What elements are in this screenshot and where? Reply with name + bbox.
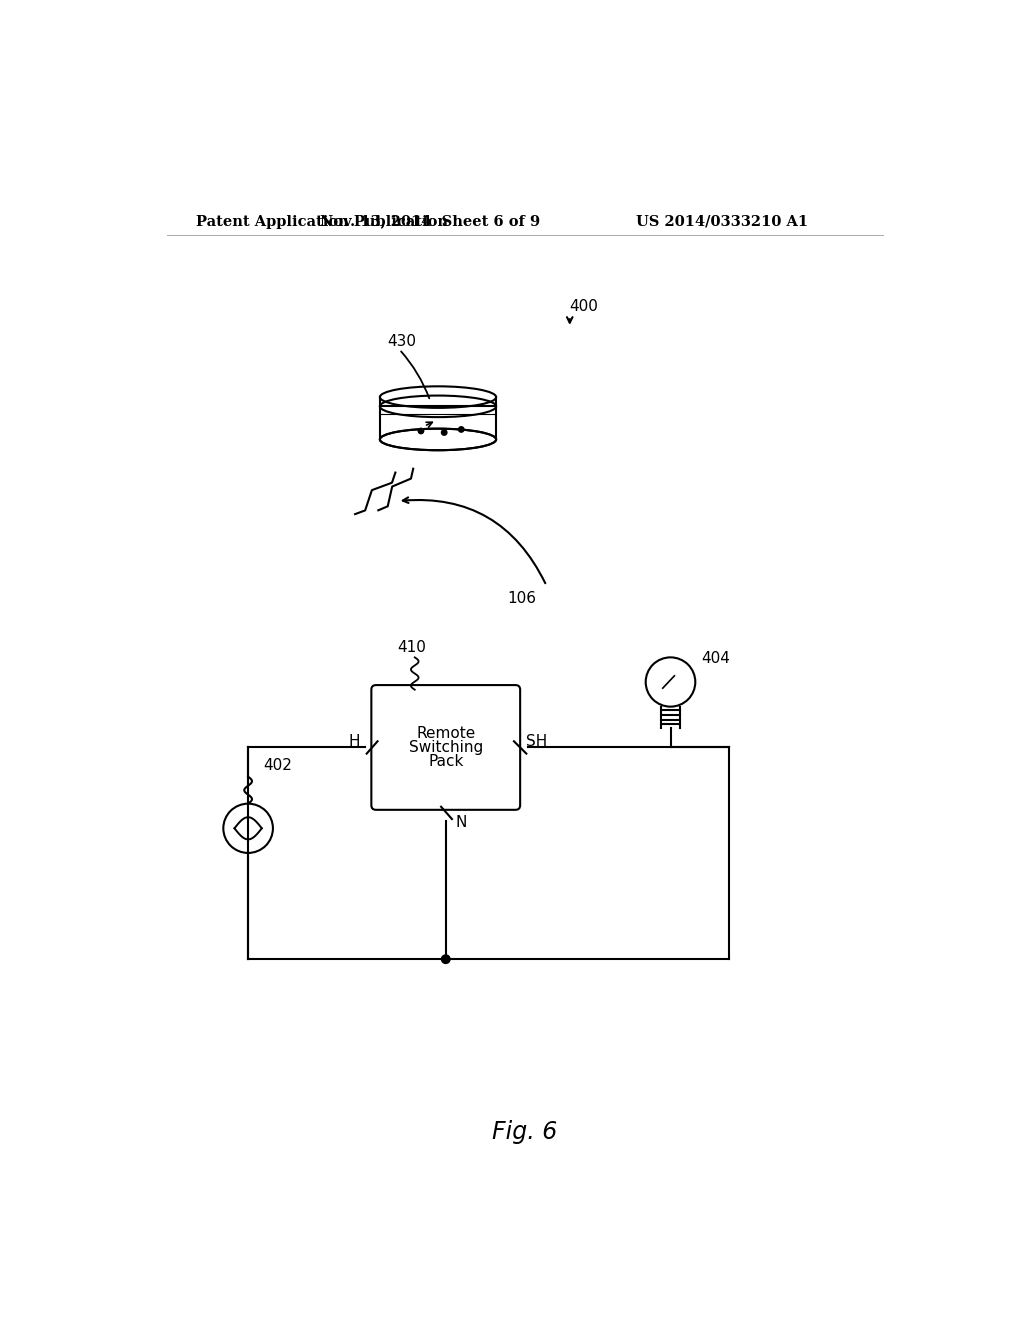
Text: Nov. 13, 2014  Sheet 6 of 9: Nov. 13, 2014 Sheet 6 of 9 [321, 215, 541, 228]
Text: SH: SH [526, 734, 548, 748]
Text: US 2014/0333210 A1: US 2014/0333210 A1 [636, 215, 808, 228]
Text: 410: 410 [397, 640, 427, 655]
Text: 430: 430 [388, 334, 417, 350]
Text: Pack: Pack [428, 754, 464, 768]
Text: Patent Application Publication: Patent Application Publication [197, 215, 449, 228]
Circle shape [418, 428, 424, 434]
Text: 106: 106 [508, 591, 537, 606]
Bar [380, 397, 496, 440]
Text: Fig. 6: Fig. 6 [493, 1121, 557, 1144]
Text: 402: 402 [263, 758, 293, 772]
Text: 404: 404 [701, 651, 730, 667]
Ellipse shape [380, 429, 496, 450]
Text: H: H [348, 734, 360, 748]
Circle shape [441, 430, 446, 436]
Text: N: N [455, 814, 466, 830]
Circle shape [441, 954, 450, 964]
Text: 400: 400 [569, 298, 599, 314]
Text: Switching: Switching [409, 741, 483, 755]
Circle shape [459, 426, 464, 432]
Text: Remote: Remote [416, 726, 475, 741]
